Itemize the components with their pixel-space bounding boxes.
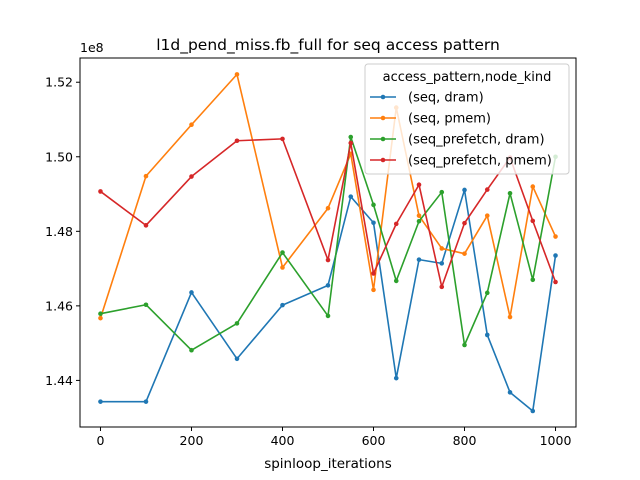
series-2	[98, 134, 558, 353]
data-point	[325, 257, 331, 263]
plot-frame	[79, 57, 577, 428]
data-point	[98, 311, 103, 316]
data-point	[484, 332, 490, 338]
x-tick-label: 0	[97, 433, 105, 448]
data-point	[530, 408, 536, 414]
data-point	[416, 218, 422, 224]
data-point	[462, 251, 467, 256]
data-point	[325, 283, 331, 288]
data-point	[189, 122, 194, 128]
data-point	[439, 261, 445, 266]
series-line	[100, 189, 557, 412]
data-point	[553, 279, 558, 285]
x-tick-label: 200	[180, 433, 204, 448]
y-offset-label: 1e8	[80, 40, 104, 55]
x-tick-label: 800	[453, 433, 477, 448]
data-point	[371, 287, 376, 293]
data-point	[462, 187, 467, 193]
data-point	[348, 194, 354, 199]
data-point	[393, 221, 399, 227]
data-point	[530, 218, 536, 224]
data-point	[371, 220, 376, 226]
data-point	[98, 399, 103, 404]
data-point	[530, 277, 536, 283]
data-point	[553, 234, 558, 239]
legend: access_pattern,node_kind (seq, dram)(seq…	[364, 63, 570, 175]
x-tick-label: 1000	[540, 433, 572, 448]
data-point	[143, 302, 149, 308]
data-point	[462, 220, 467, 226]
data-point	[484, 187, 490, 192]
data-point	[507, 191, 513, 196]
y-tick-label: 1.48	[45, 224, 73, 239]
data-point	[393, 375, 399, 381]
data-point	[325, 313, 331, 319]
data-point	[234, 72, 240, 77]
data-point	[371, 271, 376, 276]
y-tick-label: 1.44	[45, 373, 73, 388]
data-point	[439, 189, 445, 195]
legend-swatch-marker	[380, 136, 386, 142]
data-point	[143, 173, 149, 179]
data-point	[462, 342, 467, 348]
data-point	[280, 302, 285, 308]
legend-item-label: (seq, pmem)	[408, 112, 491, 127]
series-1	[98, 72, 558, 321]
legend-item-label: (seq_prefetch, dram)	[408, 133, 545, 148]
data-point	[439, 284, 445, 290]
data-point	[234, 321, 240, 326]
data-point	[348, 140, 354, 146]
data-point	[439, 246, 445, 251]
data-point	[143, 223, 149, 228]
series-line	[99, 73, 557, 319]
legend-items: (seq, dram) (seq, pmem) (seq_prefetch, dra…	[370, 91, 552, 169]
data-point	[530, 184, 536, 189]
data-point	[189, 347, 194, 353]
legend-swatch-marker	[380, 115, 386, 121]
x-axis-ticks: 0 200 400 600 800 1000	[97, 427, 572, 448]
x-axis-label: spinloop_iterations	[264, 456, 392, 472]
y-axis-ticks: 1.44 1.46 1.48 1.50 1.52	[45, 75, 80, 388]
x-tick-label: 400	[271, 433, 295, 448]
data-point	[416, 257, 422, 262]
legend-item-label: (seq, dram)	[408, 91, 484, 106]
x-tick-label: 600	[362, 433, 386, 448]
data-point	[348, 134, 354, 140]
data-point	[416, 213, 422, 218]
data-point	[371, 202, 376, 208]
legend-swatch-marker	[380, 157, 386, 163]
legend-title: access_pattern,node_kind	[383, 70, 552, 85]
data-point	[507, 390, 513, 395]
legend-swatch-marker	[380, 94, 386, 100]
chart-title: l1d_pend_miss.fb_full for seq access pat…	[156, 36, 500, 55]
data-point	[280, 250, 285, 255]
series-0	[98, 187, 558, 414]
data-point	[393, 278, 399, 284]
data-point	[234, 138, 240, 144]
series-line	[100, 136, 557, 352]
data-point	[280, 136, 285, 142]
legend-box	[364, 63, 570, 175]
data-point	[325, 205, 331, 211]
y-tick-label: 1.50	[45, 149, 73, 164]
data-point	[234, 356, 240, 362]
data-point	[416, 182, 422, 188]
data-point	[98, 189, 103, 194]
legend-item-label: (seq_prefetch, pmem)	[408, 154, 552, 169]
data-point	[484, 290, 490, 296]
data-point	[553, 253, 558, 258]
data-point	[280, 265, 285, 270]
y-tick-label: 1.46	[45, 298, 73, 313]
y-tick-label: 1.52	[45, 75, 73, 90]
data-point	[98, 315, 103, 321]
data-point	[507, 314, 513, 320]
data-point	[189, 174, 194, 179]
data-point	[189, 290, 194, 295]
data-point	[143, 399, 149, 404]
data-point	[484, 213, 490, 218]
